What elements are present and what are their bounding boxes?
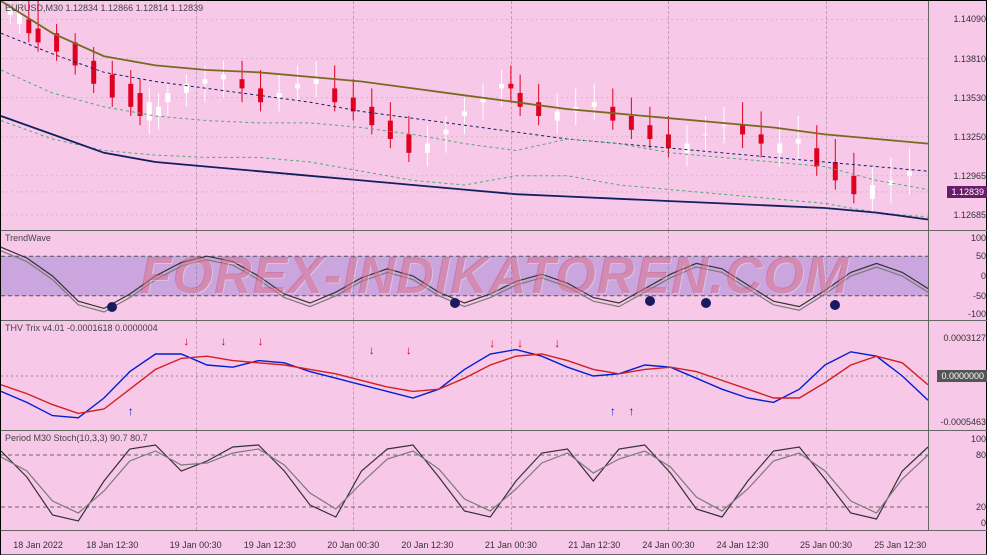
price-plot (1, 1, 928, 230)
time-gridline (826, 231, 827, 320)
stoch-panel[interactable]: Period M30 Stoch(10,3,3) 90.7 80.7 100 80… (1, 431, 987, 531)
price-y-tick: 1.12965 (953, 171, 986, 181)
x-tick-label: 21 Jan 12:30 (568, 540, 620, 550)
time-gridline (826, 1, 827, 230)
price-y-tick: 1.14090 (953, 14, 986, 24)
trix-buy-arrow-icon: ↑ (628, 404, 634, 418)
stoch-plot (1, 431, 928, 530)
time-gridline (196, 431, 197, 530)
x-axis: 18 Jan 2022 18 Jan 12:30 19 Jan 00:30 19 Ja… (1, 531, 987, 555)
trendwave-y-tick: -50 (973, 291, 986, 301)
time-gridline (353, 431, 354, 530)
instrument-label: EURUSD,M30 1.12834 1.12866 1.12814 1.128… (5, 3, 203, 13)
x-tick-label: 24 Jan 12:30 (717, 540, 769, 550)
trendwave-plot (1, 231, 928, 320)
trix-y-tick: 0.0003127 (943, 333, 986, 343)
time-gridline (826, 321, 827, 430)
x-tick-label: 25 Jan 12:30 (874, 540, 926, 550)
trix-sell-arrow-icon: ↓ (489, 336, 495, 350)
trix-sell-arrow-icon: ↓ (183, 334, 189, 348)
x-tick-label: 19 Jan 00:30 (170, 540, 222, 550)
x-tick-label: 19 Jan 12:30 (244, 540, 296, 550)
price-y-tick: 1.13810 (953, 54, 986, 64)
trendwave-y-axis: 100 50 0 -50 -100 (928, 231, 987, 320)
trendwave-svg (1, 231, 928, 321)
current-price-badge: 1.12839 (947, 186, 987, 198)
trix-sell-arrow-icon: ↓ (220, 334, 226, 348)
trendwave-y-tick: -100 (968, 309, 986, 319)
stoch-y-tick: 0 (981, 518, 986, 528)
stoch-y-tick: 20 (976, 502, 986, 512)
x-tick-label: 20 Jan 12:30 (401, 540, 453, 550)
trix-sell-arrow-icon: ↓ (258, 334, 264, 348)
trix-zero-badge: 0.0000000 (937, 370, 987, 382)
time-gridline (353, 231, 354, 320)
chart-container[interactable]: EURUSD,M30 1.12834 1.12866 1.12814 1.128… (0, 0, 987, 555)
trix-buy-arrow-icon: ↑ (610, 404, 616, 418)
x-tick-label: 18 Jan 12:30 (86, 540, 138, 550)
trendwave-signal-dot (645, 296, 655, 306)
price-y-tick: 1.13250 (953, 132, 986, 142)
trix-y-axis: 0.00031270.0000000-0.00054630.0000000 (928, 321, 987, 430)
trix-title: THV Trix v4.01 -0.0001618 0.0000004 (5, 323, 158, 333)
time-gridline (353, 1, 354, 230)
trendwave-signal-dot (830, 300, 840, 310)
time-gridline (196, 1, 197, 230)
stoch-title: Period M30 Stoch(10,3,3) 90.7 80.7 (5, 433, 148, 443)
x-tick-label: 21 Jan 00:30 (485, 540, 537, 550)
price-y-tick: 1.12685 (953, 210, 986, 220)
time-gridline (668, 431, 669, 530)
trendwave-panel[interactable]: FOREX-INDIKATOREN.COM TrendWave 100500-5… (1, 231, 987, 321)
time-gridline (353, 321, 354, 430)
stoch-y-tick: 100 (971, 434, 986, 444)
trix-svg (1, 321, 928, 431)
price-panel[interactable]: EURUSD,M30 1.12834 1.12866 1.12814 1.128… (1, 1, 987, 231)
trix-plot: ↓ ↓ ↓ ↓ ↓ ↓ ↓ ↓ ↑ ↑ ↑ (1, 321, 928, 430)
time-gridline (668, 231, 669, 320)
trix-sell-arrow-icon: ↓ (517, 336, 523, 350)
time-gridline (196, 321, 197, 430)
trix-y-tick: -0.0005463 (940, 417, 986, 427)
trendwave-y-tick: 100 (971, 233, 986, 243)
trix-buy-arrow-icon: ↑ (128, 404, 134, 418)
trendwave-signal-dot (107, 302, 117, 312)
time-gridline (511, 321, 512, 430)
price-y-axis: 1.14090 1.13810 1.13530 1.13250 1.12965 1.128… (928, 1, 987, 230)
stoch-y-axis: 100 80 20 0 (928, 431, 987, 530)
trendwave-y-tick: 0 (981, 271, 986, 281)
trix-sell-arrow-icon: ↓ (554, 336, 560, 350)
time-gridline (196, 231, 197, 320)
trix-panel[interactable]: ↓ ↓ ↓ ↓ ↓ ↓ ↓ ↓ ↑ ↑ ↑ THV Trix v4.01 -0.0001618 0.… (1, 321, 987, 431)
stoch-svg (1, 431, 928, 531)
trendwave-y-tick: 50 (976, 251, 986, 261)
time-gridline (826, 431, 827, 530)
x-tick-label: 24 Jan 00:30 (642, 540, 694, 550)
time-gridline (511, 431, 512, 530)
x-tick-label: 25 Jan 00:30 (800, 540, 852, 550)
time-gridline (511, 231, 512, 320)
trendwave-title: TrendWave (5, 233, 51, 243)
x-tick-label: 18 Jan 2022 (13, 540, 63, 550)
trendwave-signal-dot (450, 298, 460, 308)
trix-sell-arrow-icon: ↓ (369, 343, 375, 357)
x-tick-label: 20 Jan 00:30 (327, 540, 379, 550)
trix-sell-arrow-icon: ↓ (406, 343, 412, 357)
price-y-tick: 1.13530 (953, 93, 986, 103)
trendwave-signal-dot (701, 298, 711, 308)
price-svg (1, 1, 928, 231)
time-gridline (668, 321, 669, 430)
time-gridline (668, 1, 669, 230)
stoch-y-tick: 80 (976, 450, 986, 460)
time-gridline (511, 1, 512, 230)
